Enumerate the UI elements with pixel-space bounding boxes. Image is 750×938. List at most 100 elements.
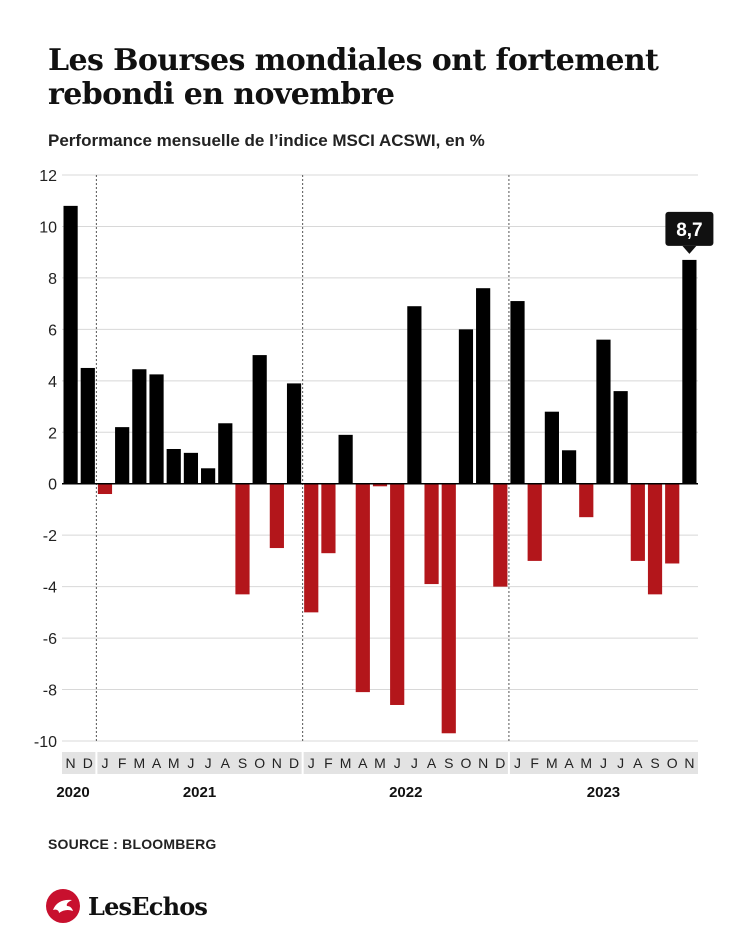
year-label: 2022 xyxy=(389,784,422,801)
x-tick-label: M xyxy=(168,755,180,771)
callout-label: 8,7 xyxy=(676,220,702,241)
band-gap xyxy=(301,752,304,774)
x-tick-label: J xyxy=(205,755,212,771)
bars xyxy=(63,205,697,734)
x-tick-label: A xyxy=(427,755,437,771)
x-tick-label: N xyxy=(66,755,76,771)
x-tick-label: A xyxy=(564,755,574,771)
x-tick-label: A xyxy=(633,755,643,771)
x-tick-label: D xyxy=(495,755,505,771)
callout-pointer xyxy=(682,245,697,254)
bar xyxy=(510,301,525,484)
bar xyxy=(115,427,130,484)
bar xyxy=(166,448,181,484)
bar xyxy=(321,483,336,554)
x-tick-label: M xyxy=(580,755,592,771)
x-tick-label: M xyxy=(340,755,352,771)
y-tick-label: 0 xyxy=(48,477,57,494)
x-tick-label: A xyxy=(358,755,368,771)
x-tick-label: M xyxy=(546,755,558,771)
x-tick-label: S xyxy=(650,755,659,771)
chart-subtitle: Performance mensuelle de l’indice MSCI A… xyxy=(48,131,485,150)
x-tick-label: J xyxy=(514,755,521,771)
year-label: 2023 xyxy=(587,784,620,801)
bar xyxy=(647,483,663,595)
grid-lines xyxy=(62,174,698,742)
y-tick-label: -8 xyxy=(43,683,57,700)
bar xyxy=(407,306,422,484)
y-tick-label: 4 xyxy=(48,374,57,391)
x-tick-label: O xyxy=(254,755,265,771)
month-band-background xyxy=(62,752,698,774)
x-tick-label: J xyxy=(600,755,607,771)
bar xyxy=(613,391,628,484)
x-tick-label: N xyxy=(272,755,282,771)
y-tick-label: 12 xyxy=(39,168,57,185)
bar xyxy=(665,483,680,564)
bar xyxy=(149,374,164,484)
band-gap xyxy=(507,752,510,774)
x-tick-label: M xyxy=(134,755,146,771)
x-tick-label: A xyxy=(152,755,162,771)
bar xyxy=(458,329,474,484)
y-tick-label: -4 xyxy=(43,580,57,597)
bar xyxy=(561,450,577,484)
bar xyxy=(630,483,645,561)
x-tick-label: J xyxy=(394,755,401,771)
year-label: 2020 xyxy=(56,784,89,801)
y-tick-labels: 12 10 8 6 4 2 0 -2 -4 -6 -8 -10 xyxy=(34,168,57,751)
bar xyxy=(218,423,233,484)
bar xyxy=(682,259,697,484)
x-tick-label: A xyxy=(221,755,231,771)
chart-title: Les Bourses mondiales ont fortement rebo… xyxy=(48,43,659,112)
x-tick-label: J xyxy=(187,755,194,771)
bar xyxy=(80,367,95,484)
year-label: 2021 xyxy=(183,784,216,801)
x-tick-label: O xyxy=(667,755,678,771)
x-tick-label: J xyxy=(308,755,315,771)
bar xyxy=(97,483,113,495)
y-tick-label: 2 xyxy=(48,425,57,442)
y-tick-label: 8 xyxy=(48,271,57,288)
brand-name: LesEchos xyxy=(88,891,208,921)
y-tick-label: 6 xyxy=(48,322,57,339)
bar xyxy=(183,452,199,484)
bar xyxy=(579,483,594,518)
x-tick-label: D xyxy=(289,755,299,771)
bar xyxy=(304,483,319,613)
y-tick-label: 10 xyxy=(39,219,57,236)
bar xyxy=(390,483,405,705)
bar xyxy=(441,483,456,734)
bar xyxy=(476,288,491,484)
x-tick-label: D xyxy=(83,755,93,771)
bar xyxy=(424,483,439,585)
bar xyxy=(252,355,267,484)
y-tick-label: -6 xyxy=(43,631,57,648)
les-echos-emblem-icon xyxy=(46,889,80,923)
x-tick-label: S xyxy=(444,755,453,771)
bar xyxy=(286,383,302,484)
x-tick-label: F xyxy=(324,755,333,771)
bar xyxy=(493,483,508,587)
x-tick-label: J xyxy=(411,755,418,771)
x-tick-label: M xyxy=(374,755,386,771)
source-note: SOURCE : BLOOMBERG xyxy=(48,836,217,852)
value-callout: 8,7 xyxy=(665,211,714,254)
bar xyxy=(269,483,284,549)
y-tick-label: -10 xyxy=(34,734,57,751)
les-echos-logo: LesEchos xyxy=(46,888,208,924)
month-label-band xyxy=(62,752,698,774)
x-tick-label: N xyxy=(684,755,694,771)
bar xyxy=(338,434,353,484)
x-tick-label: N xyxy=(478,755,488,771)
bar xyxy=(201,468,216,484)
y-tick-label: -2 xyxy=(43,528,57,545)
bar xyxy=(544,411,559,484)
bar xyxy=(372,483,388,487)
x-tick-label: O xyxy=(461,755,472,771)
callout-box xyxy=(665,211,714,246)
bar xyxy=(596,339,611,484)
x-tick-label: S xyxy=(238,755,247,771)
